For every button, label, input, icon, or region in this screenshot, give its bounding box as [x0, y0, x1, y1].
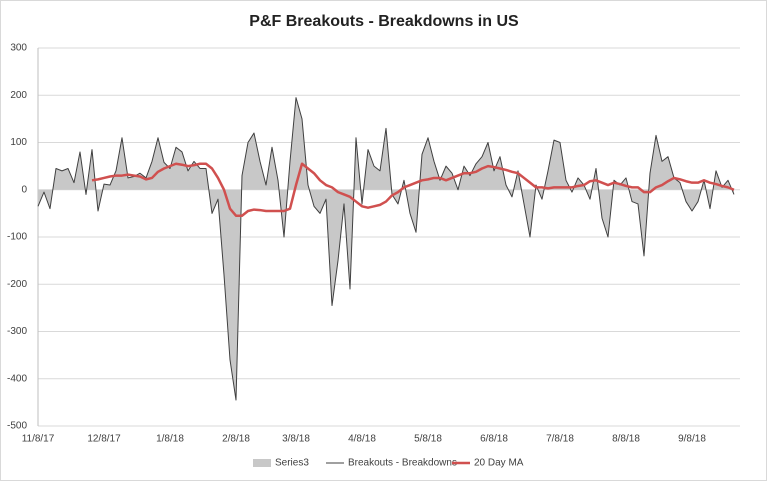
chart-title: P&F Breakouts - Breakdowns in US — [249, 13, 519, 30]
x-tick-label: 9/8/18 — [678, 434, 706, 445]
x-tick-label: 5/8/18 — [414, 434, 442, 445]
y-tick-label: 200 — [10, 90, 27, 101]
y-tick-label: -400 — [7, 373, 27, 384]
legend-label: Breakouts - Breakdowns — [348, 458, 457, 469]
x-tick-label: 3/8/18 — [282, 434, 310, 445]
x-tick-label: 4/8/18 — [348, 434, 376, 445]
x-tick-label: 12/8/17 — [87, 434, 121, 445]
x-tick-label: 11/8/17 — [22, 434, 55, 445]
legend-label: Series3 — [275, 458, 309, 469]
y-tick-label: 300 — [10, 43, 27, 54]
y-tick-label: -200 — [7, 279, 27, 290]
legend-label: 20 Day MA — [474, 458, 524, 469]
legend-swatch — [253, 459, 271, 467]
y-tick-label: -500 — [7, 421, 27, 432]
y-tick-label: -100 — [7, 232, 27, 243]
x-tick-label: 2/8/18 — [222, 434, 250, 445]
y-tick-label: -300 — [7, 326, 27, 337]
line — [91, 162, 735, 217]
y-tick-label: 100 — [10, 137, 27, 148]
x-tick-label: 6/8/18 — [480, 434, 508, 445]
x-tick-label: 7/8/18 — [546, 434, 574, 445]
x-tick-label: 8/8/18 — [612, 434, 640, 445]
y-tick-label: 0 — [21, 184, 27, 195]
x-tick-label: 1/8/18 — [156, 434, 184, 445]
area — [38, 97, 734, 401]
